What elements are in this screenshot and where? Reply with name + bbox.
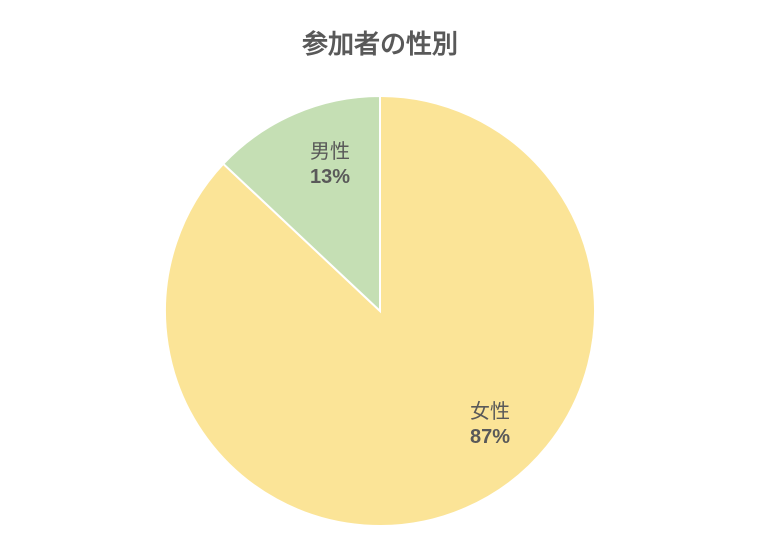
slice-label-female: 女性87%	[470, 400, 510, 450]
pie-svg	[165, 96, 595, 526]
slice-label-name: 女性	[470, 400, 510, 425]
chart-title: 参加者の性別	[0, 24, 760, 61]
slice-label-male: 男性13%	[310, 140, 350, 190]
slice-label-pct: 13%	[310, 165, 350, 190]
pie-chart	[165, 96, 595, 526]
slice-label-pct: 87%	[470, 425, 510, 450]
slice-label-name: 男性	[310, 140, 350, 165]
